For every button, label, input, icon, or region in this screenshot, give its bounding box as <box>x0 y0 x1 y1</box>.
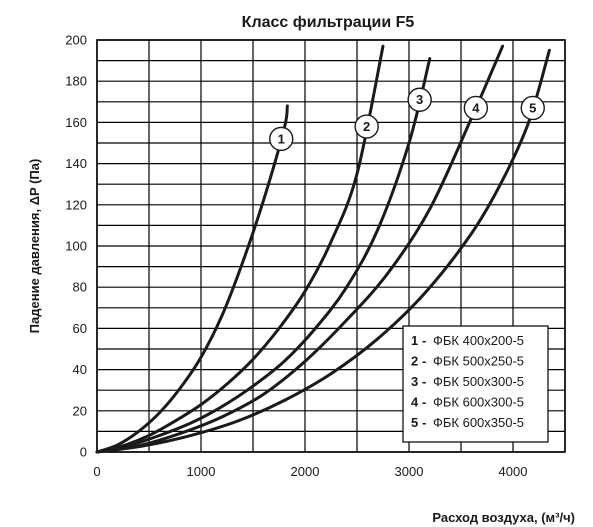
chart-title: Класс фильтрации F5 <box>242 14 415 31</box>
series-marker-label: 2 <box>363 119 370 134</box>
legend-item-number: 5 <box>411 415 418 430</box>
series-marker-5: 5 <box>520 95 545 121</box>
legend-item-dash: - <box>422 415 426 430</box>
legend-item-label: ФБК 500x300-5 <box>433 374 524 389</box>
y-tick-label: 160 <box>65 115 87 130</box>
series-marker-circle <box>407 87 432 112</box>
y-tick-label: 40 <box>73 362 87 377</box>
y-tick-label: 20 <box>73 403 87 418</box>
legend-item-dash: - <box>422 333 426 348</box>
plot-frame <box>96 39 566 453</box>
y-tick-label: 80 <box>73 280 87 295</box>
series-marker-3: 3 <box>407 87 432 112</box>
series-marker-label: 1 <box>278 131 285 146</box>
series-marker-label: 3 <box>416 92 423 107</box>
legend-item-label: ФБК 400x200-5 <box>433 333 524 348</box>
x-tick-label: 3000 <box>395 464 424 479</box>
legend-item-label: ФБК 600x350-5 <box>433 415 524 430</box>
series-marker-label: 4 <box>472 100 480 115</box>
y-tick-label: 60 <box>73 321 87 336</box>
legend-item-number: 3 <box>411 374 418 389</box>
legend-item-number: 2 <box>411 354 418 369</box>
legend-item-dash: - <box>422 395 426 410</box>
series-marker-circle <box>354 114 379 139</box>
x-tick-label: 1000 <box>187 464 216 479</box>
y-tick-label: 120 <box>65 197 87 212</box>
series-line-3 <box>95 57 432 454</box>
x-axis-label: Расход воздуха, (м³/ч) <box>432 510 575 525</box>
legend-item-label: ФБК 500x250-5 <box>433 354 524 369</box>
legend-item-number: 4 <box>411 395 419 410</box>
legend-item-dash: - <box>422 374 426 389</box>
series-markers: 1 2 3 4 5 <box>269 87 545 152</box>
series-marker-circle <box>463 95 489 121</box>
series-line-1 <box>95 104 289 454</box>
legend-item-dash: - <box>422 354 426 369</box>
series-line-5 <box>95 48 551 454</box>
y-tick-label: 140 <box>65 156 87 171</box>
y-tick-label: 180 <box>65 74 87 89</box>
series-lines <box>95 44 551 454</box>
series-line-4 <box>95 44 505 454</box>
series-line-2 <box>95 44 385 454</box>
legend: 1- ФБК 400x200-52- ФБК 500x250-53- ФБК 500x… <box>402 325 549 443</box>
x-tick-label: 0 <box>93 464 100 479</box>
y-axis-label: Падение давления, ΔP (Па) <box>27 159 42 334</box>
legend-item-number: 1 <box>411 333 418 348</box>
x-tick-label: 4000 <box>499 464 528 479</box>
legend-item-label: ФБК 600x300-5 <box>433 395 524 410</box>
series-marker-circle <box>520 95 545 121</box>
y-tick-label: 100 <box>65 239 87 254</box>
series-marker-label: 5 <box>529 100 536 115</box>
x-tick-label: 2000 <box>291 464 320 479</box>
legend-box <box>402 325 549 443</box>
series-marker-4: 4 <box>463 95 489 121</box>
y-tick-label: 200 <box>65 33 87 48</box>
series-marker-1: 1 <box>269 126 294 152</box>
series-marker-2: 2 <box>354 114 379 139</box>
series-marker-circle <box>269 126 294 152</box>
y-tick-label: 0 <box>80 445 87 460</box>
